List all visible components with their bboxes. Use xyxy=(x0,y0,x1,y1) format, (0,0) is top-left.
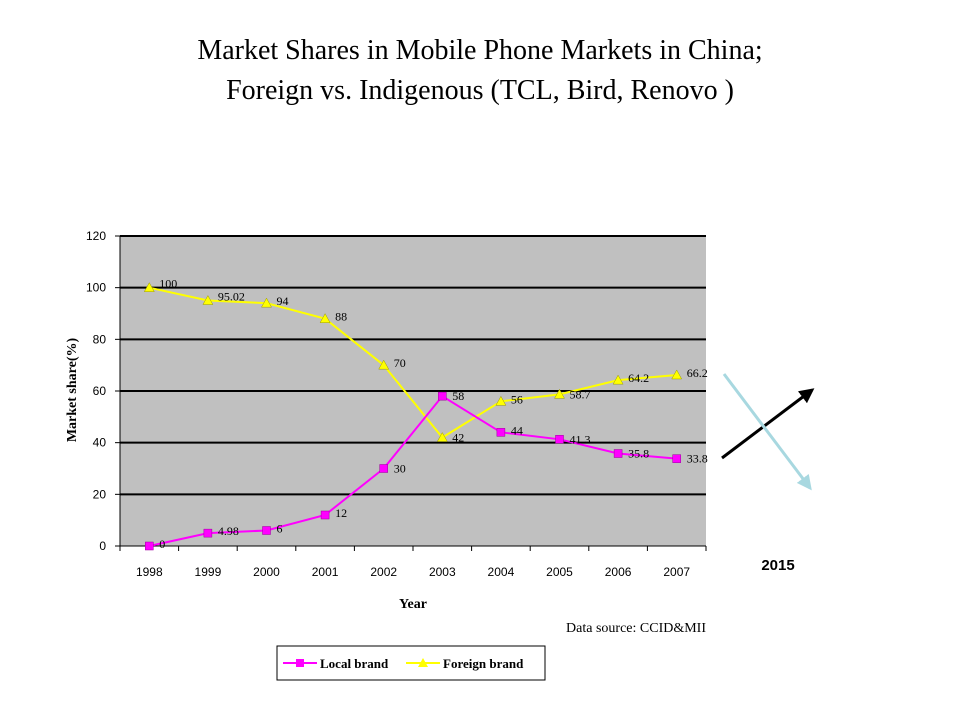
annotation-year-label: 2015 xyxy=(761,557,794,574)
data-label: 94 xyxy=(277,294,289,308)
x-tick-label: 2007 xyxy=(663,565,690,579)
local-brand-marker xyxy=(555,435,564,444)
x-axis-title: Year xyxy=(399,597,427,612)
x-tick-label: 1999 xyxy=(195,565,222,579)
x-tick-label: 1998 xyxy=(136,565,163,579)
data-label: 58 xyxy=(452,389,464,403)
y-tick-label: 60 xyxy=(93,384,107,398)
y-tick-label: 80 xyxy=(93,332,107,346)
data-label: 56 xyxy=(511,392,523,406)
foreign-brand-marker xyxy=(378,359,390,370)
x-tick-label: 2004 xyxy=(488,565,515,579)
data-label: 42 xyxy=(452,431,464,445)
foreign-brand-marker xyxy=(671,369,683,380)
y-tick-label: 120 xyxy=(86,229,106,243)
legend-foreign-label: Foreign brand xyxy=(443,656,524,671)
x-tick-label: 2006 xyxy=(605,565,632,579)
data-label: 4.98 xyxy=(218,524,239,538)
data-label: 64.2 xyxy=(628,371,649,385)
chart-title-line-1: Market Shares in Mobile Phone Markets in… xyxy=(197,35,763,66)
data-label: 88 xyxy=(335,310,347,324)
foreign-brand-marker xyxy=(202,295,214,305)
local-brand-marker xyxy=(379,464,388,473)
foreign-brand-marker xyxy=(612,374,624,385)
local-brand-marker xyxy=(438,391,447,401)
data-label: 44 xyxy=(511,423,523,437)
trend-annotation: 2015 xyxy=(721,373,815,574)
x-tick-label: 2003 xyxy=(429,565,456,579)
foreign-brand-marker xyxy=(436,431,448,442)
foreign-brand-marker xyxy=(143,282,155,292)
y-tick-label: 100 xyxy=(86,281,106,295)
data-label: 95.02 xyxy=(218,290,245,304)
local-brand-marker xyxy=(496,428,506,437)
local-brand-marker xyxy=(203,528,213,538)
series-line-foreign-brand xyxy=(149,286,677,439)
legend-foreign-marker xyxy=(418,658,428,667)
data-label: 100 xyxy=(159,277,177,291)
data-label: 70 xyxy=(394,356,406,370)
data-label: 58.7 xyxy=(570,387,591,401)
legend-local-marker xyxy=(296,659,304,667)
rising-trend-arrow xyxy=(721,388,815,460)
local-brand-marker xyxy=(145,541,154,551)
data-label: 0 xyxy=(159,537,165,551)
y-tick-label: 20 xyxy=(93,487,107,501)
legend: Local brand Foreign brand xyxy=(276,645,546,681)
foreign-brand-marker xyxy=(261,297,272,308)
data-label: 66.2 xyxy=(687,366,708,380)
foreign-brand-marker xyxy=(495,395,507,406)
data-label: 12 xyxy=(335,506,347,520)
x-tick-label: 2002 xyxy=(370,565,397,579)
x-tick-label: 2001 xyxy=(312,565,339,579)
foreign-brand-marker xyxy=(554,388,565,399)
data-label: 30 xyxy=(394,462,406,476)
legend-local-label: Local brand xyxy=(320,656,389,671)
series-line-local-brand xyxy=(149,394,677,547)
local-brand-marker xyxy=(320,510,330,520)
data-label: 6 xyxy=(277,522,283,536)
local-brand-marker xyxy=(262,526,271,535)
data-source-note: Data source: CCID&MII xyxy=(566,621,706,636)
x-tick-label: 2005 xyxy=(546,565,573,579)
falling-trend-arrow xyxy=(722,373,812,491)
y-tick-label: 0 xyxy=(99,539,106,553)
data-label: 33.8 xyxy=(687,452,708,466)
data-label: 35.8 xyxy=(628,447,649,461)
local-brand-marker xyxy=(613,449,623,458)
chart-title-line-2: Foreign vs. Indigenous (TCL, Bird, Renov… xyxy=(226,75,734,106)
y-axis-title: Market share(%) xyxy=(65,338,80,443)
x-tick-label: 2000 xyxy=(253,565,280,579)
y-tick-label: 40 xyxy=(93,436,107,450)
local-brand-marker xyxy=(672,454,681,463)
data-label: 41.3 xyxy=(570,432,591,446)
foreign-brand-marker xyxy=(319,313,331,323)
